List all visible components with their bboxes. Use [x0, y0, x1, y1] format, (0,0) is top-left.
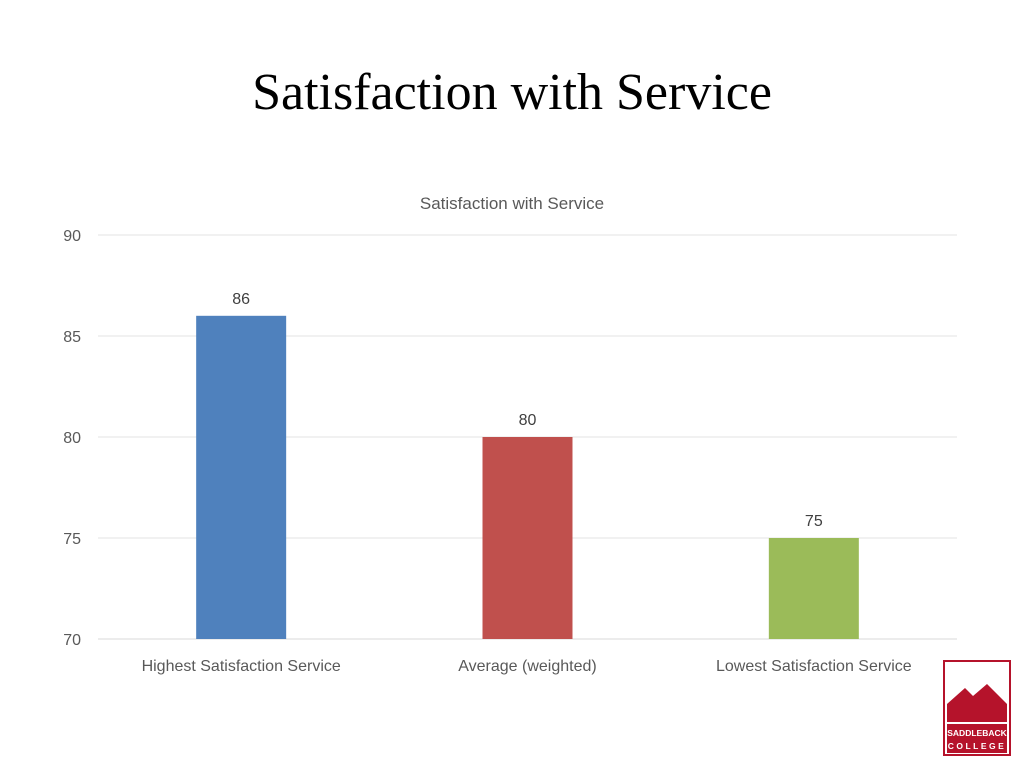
- data-labels: 86 80 75: [232, 291, 823, 530]
- x-tick-label: Average (weighted): [458, 658, 596, 675]
- chart-title: Satisfaction with Service: [420, 194, 604, 213]
- logo-text-line1: SADDLEBACK: [947, 728, 1007, 738]
- bar-1: [196, 315, 287, 639]
- mountain-icon: [947, 684, 1007, 722]
- y-tick-label: 80: [63, 430, 81, 447]
- y-tick-label: 90: [63, 228, 81, 245]
- x-tick-label: Highest Satisfaction Service: [142, 658, 341, 675]
- data-label: 80: [519, 412, 537, 429]
- bars: [196, 315, 859, 639]
- data-label: 75: [805, 513, 823, 530]
- bar-2: [482, 437, 573, 639]
- y-tick-label: 75: [63, 531, 81, 548]
- data-label: 86: [232, 291, 250, 308]
- slide-title: Satisfaction with Service: [252, 64, 772, 121]
- logo-text-line2: COLLEGE: [948, 741, 1007, 751]
- x-tick-label: Lowest Satisfaction Service: [716, 658, 912, 675]
- bar-3: [768, 538, 859, 639]
- x-axis-ticks: Highest Satisfaction Service Average (wei…: [142, 658, 912, 675]
- y-axis-ticks: 70 75 80 85 90: [63, 228, 81, 649]
- y-tick-label: 85: [63, 329, 81, 346]
- saddleback-college-logo: SADDLEBACK COLLEGE: [943, 660, 1011, 756]
- y-tick-label: 70: [63, 632, 81, 649]
